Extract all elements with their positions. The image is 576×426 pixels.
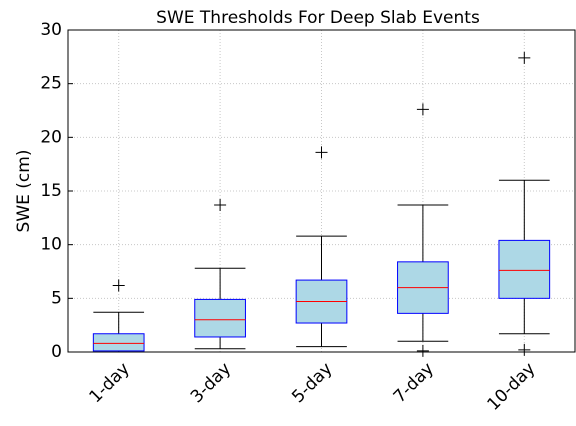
- chart-title: SWE Thresholds For Deep Slab Events: [156, 8, 480, 28]
- flier: [112, 279, 125, 292]
- flier: [416, 103, 429, 116]
- y-tick-label: 25: [40, 74, 62, 94]
- y-tick-label: 30: [40, 20, 62, 40]
- x-tick-label: 7-day: [390, 359, 438, 407]
- flier: [518, 343, 531, 356]
- y-tick-label: 5: [51, 288, 62, 308]
- flier: [315, 146, 328, 159]
- y-tick-label: 20: [40, 127, 62, 147]
- y-tick-label: 15: [40, 181, 62, 201]
- x-tick-label: 10-day: [483, 359, 539, 415]
- flier: [518, 51, 531, 64]
- y-tick-label: 10: [40, 235, 62, 255]
- box: [194, 298, 246, 338]
- x-tick-label: 3-day: [187, 359, 235, 407]
- y-axis-label: SWE (cm): [14, 150, 34, 233]
- y-tick-label: 0: [51, 342, 62, 362]
- plot-frame: [67, 29, 576, 353]
- x-tick-label: 1-day: [86, 359, 134, 407]
- flier: [214, 198, 227, 211]
- box: [92, 333, 145, 352]
- box: [498, 239, 551, 299]
- flier: [416, 344, 429, 357]
- x-tick-label: 5-day: [288, 359, 336, 407]
